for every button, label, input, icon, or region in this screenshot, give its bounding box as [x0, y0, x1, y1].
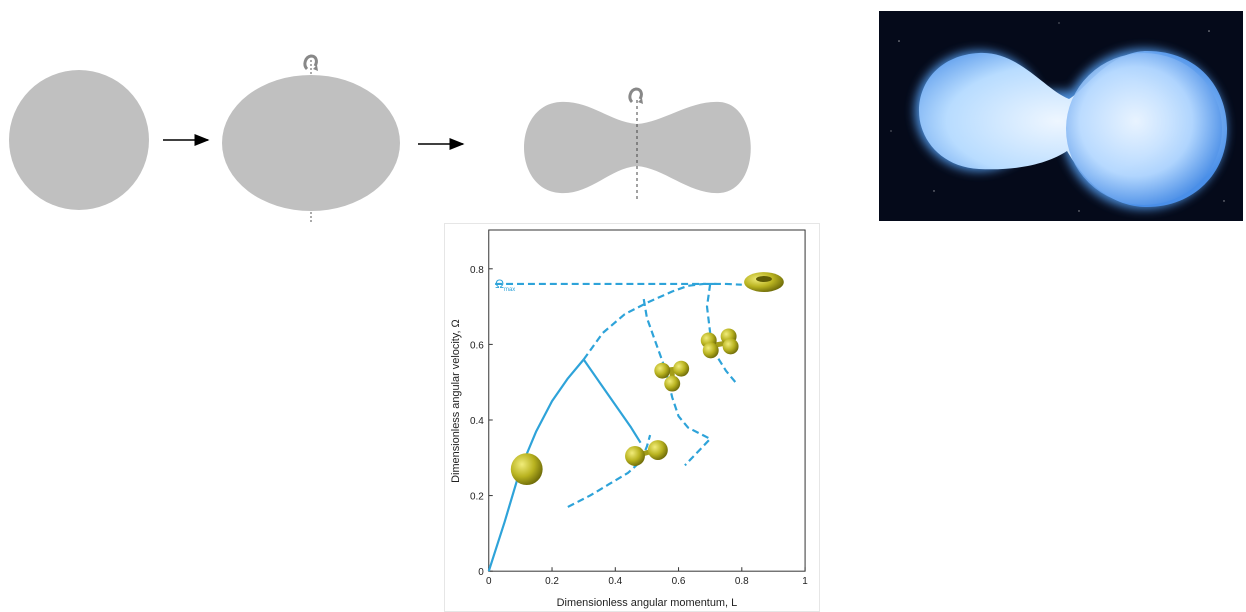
shape-markers: [510, 272, 784, 486]
omega-max-label: Ωmax: [495, 277, 515, 293]
curve-dashed-4: [567, 434, 652, 508]
x-tick-label: 0.8: [735, 576, 749, 587]
y-tick-label: 0.8: [470, 265, 484, 276]
dumbbell2-marker: [625, 440, 668, 466]
y-tick-label: 0.4: [470, 416, 484, 427]
sphere-shape: [9, 70, 149, 210]
x-tick-label: 0.2: [545, 576, 559, 587]
x-tick-label: 1: [802, 576, 808, 587]
x-tick-label: 0: [486, 576, 492, 587]
sphere-marker: [510, 453, 543, 486]
y-tick-label: 0.2: [470, 492, 484, 503]
angular-momentum-chart: 0 0.2 0.4 0.6 0.8 0 0.2 0.4 0.6 0.8 1 Ωmax Dimens…: [444, 223, 820, 612]
curve-dashed-2: [582, 282, 717, 361]
y-tick-label: 0: [478, 567, 484, 578]
y-axis-label: Dimensionless angular velocity, Ω: [450, 319, 462, 483]
cluster3-marker: [654, 360, 690, 392]
torus-marker: [744, 272, 784, 292]
oblate-shape: [222, 75, 400, 211]
cluster4-marker: [700, 328, 739, 359]
curve-solid-0: [487, 358, 585, 572]
contact-binary-star-image: [879, 11, 1243, 221]
x-axis-label: Dimensionless angular momentum, L: [557, 597, 738, 609]
rotation-arrow-icon: [628, 87, 643, 104]
curve-solid-1: [582, 358, 642, 444]
x-tick-label: 0.6: [672, 576, 686, 587]
dumbbell-shape: [524, 101, 751, 194]
y-tick-label: 0.6: [470, 340, 484, 351]
binary-star-pair: [919, 51, 1227, 207]
curve-dashed-3: [495, 282, 742, 286]
curve-dashed-5: [642, 298, 712, 467]
shape-evolution-diagram: [9, 54, 751, 222]
rotation-arrow-icon: [303, 54, 318, 71]
x-tick-label: 0.4: [608, 576, 622, 587]
